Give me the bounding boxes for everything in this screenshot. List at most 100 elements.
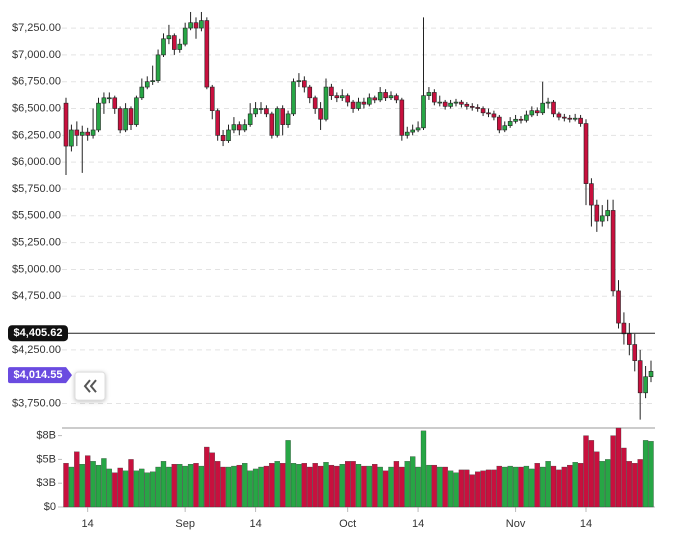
volume-bar xyxy=(453,472,459,508)
scroll-button[interactable] xyxy=(74,371,106,401)
candle-body xyxy=(372,97,378,101)
volume-bar xyxy=(144,472,150,508)
volume-bar xyxy=(361,465,367,508)
volume-bar xyxy=(599,461,605,508)
candle-body xyxy=(253,108,258,115)
volume-bar xyxy=(545,461,551,508)
candle-body xyxy=(96,102,101,131)
candle-body xyxy=(469,106,475,108)
volume-bar xyxy=(155,466,161,508)
y-tick-label: $6,500.00 xyxy=(12,102,61,114)
volume-bar xyxy=(231,465,237,508)
volume-bar xyxy=(317,465,324,508)
candle-body xyxy=(215,110,220,136)
volume-bar xyxy=(507,465,513,508)
candle-body xyxy=(632,344,638,361)
candle-body xyxy=(562,116,567,119)
volume-bar xyxy=(431,464,437,508)
volume-bar xyxy=(594,451,600,508)
candle-body xyxy=(545,101,551,104)
volume-bar xyxy=(480,470,486,508)
candle-body xyxy=(188,22,193,29)
volume-bar xyxy=(615,427,622,508)
candle-body xyxy=(323,86,329,120)
candle-body xyxy=(226,129,231,142)
candle-body xyxy=(616,290,621,324)
candle-body xyxy=(264,108,269,115)
candle-body xyxy=(209,86,215,111)
volume-bar xyxy=(415,466,421,508)
volume-bar xyxy=(290,463,297,508)
volume-bar xyxy=(106,468,112,508)
marker-badge-label: $4,014.55 xyxy=(14,369,63,381)
candle-body xyxy=(123,108,128,131)
volume-bar xyxy=(458,469,465,508)
y-tick-label: $4,250.00 xyxy=(12,344,61,356)
volume-bar xyxy=(128,459,134,508)
volume-bar xyxy=(63,463,69,508)
candle-body xyxy=(74,129,80,136)
volume-bar xyxy=(285,440,291,508)
volume-bar xyxy=(258,466,264,508)
candle-body xyxy=(350,101,356,109)
candle-body xyxy=(274,108,280,136)
y-tick-label: $3,750.00 xyxy=(12,397,61,409)
volume-bar xyxy=(437,466,443,508)
candle-body xyxy=(432,92,437,103)
volume-bar xyxy=(215,461,221,508)
candle-body xyxy=(599,215,605,222)
volume-bar xyxy=(209,452,215,508)
candle-body xyxy=(291,81,296,115)
volume-bar xyxy=(263,465,270,508)
volume-bar xyxy=(166,466,172,508)
candle-body xyxy=(231,124,237,131)
volume-bar xyxy=(632,463,638,508)
y-tick-label: $7,000.00 xyxy=(12,49,61,61)
volume-bar xyxy=(296,464,302,508)
volume-bar xyxy=(577,463,584,508)
candle-body xyxy=(280,108,285,125)
volume-bar xyxy=(556,469,562,508)
volume-bar xyxy=(475,471,481,508)
candle-body xyxy=(182,27,188,45)
candle-body xyxy=(199,20,204,29)
candle-body xyxy=(621,322,627,335)
volume-bar xyxy=(648,441,654,508)
volume-bar xyxy=(252,468,259,508)
candle-body xyxy=(247,113,253,125)
candle-body xyxy=(610,210,616,292)
candle-body xyxy=(112,97,118,109)
volume-bar xyxy=(496,465,502,508)
candle-body xyxy=(491,113,497,118)
marker-badge xyxy=(8,367,72,384)
candle-body xyxy=(643,376,648,394)
volume-bar xyxy=(339,464,345,508)
candle-body xyxy=(540,102,545,114)
volume-bar xyxy=(204,446,210,508)
volume-bar xyxy=(583,435,589,508)
volume-bar xyxy=(236,464,242,508)
candle-body xyxy=(551,101,556,115)
volume-bar xyxy=(523,465,530,508)
candle-body xyxy=(524,114,529,121)
candle-body xyxy=(161,38,166,56)
candle-body xyxy=(117,108,123,131)
volume-bar xyxy=(225,466,232,508)
volume-bar xyxy=(372,464,378,508)
volume-bar xyxy=(187,464,194,508)
candle-body xyxy=(421,95,426,129)
candle-body xyxy=(172,35,177,50)
volume-bar xyxy=(101,458,107,508)
price-badge-label: $4,405.62 xyxy=(14,327,63,339)
volume-bar xyxy=(550,465,557,508)
volume-bar xyxy=(388,466,394,508)
y-tick-label: $5,000.00 xyxy=(12,263,61,275)
x-tick-label: 14 xyxy=(249,518,261,530)
y-tick-label: $5,500.00 xyxy=(12,210,61,222)
candle-body xyxy=(605,210,610,217)
volume-bar xyxy=(95,464,102,508)
y-tick-label: $4,750.00 xyxy=(12,290,61,302)
candle-body xyxy=(258,108,264,110)
candle-body xyxy=(361,101,367,105)
volume-bar xyxy=(561,466,567,508)
